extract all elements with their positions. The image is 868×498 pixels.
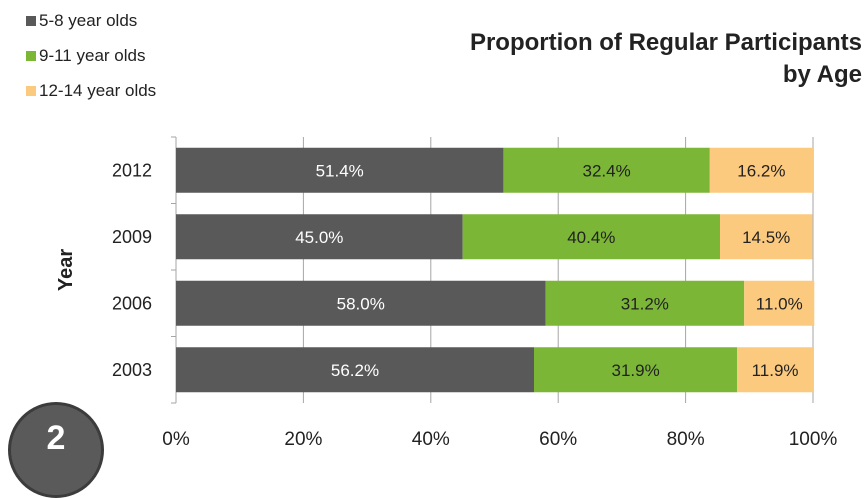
bar-segment <box>176 214 463 260</box>
legend-swatch-12-14 <box>26 86 36 96</box>
bar-segment <box>176 347 534 393</box>
bar-segment <box>744 280 815 326</box>
data-label: 11.0% <box>756 294 803 313</box>
x-tick-label: 0% <box>162 429 190 450</box>
chart-title-line-2: by Age <box>782 61 862 88</box>
data-label: 51.4% <box>316 161 364 180</box>
bar-segment <box>176 280 546 326</box>
data-label: 45.0% <box>295 228 343 247</box>
legend-item-5-8: 5-8 year olds <box>26 11 156 30</box>
badge-number: 2 <box>46 419 66 457</box>
number-badge: 2 <box>8 402 104 498</box>
category-label: 2012 <box>112 160 152 180</box>
stacked-bar-chart: 51.4% 32.4% 16.2% 2012 45.0% 40.4% 14.5% 2009 58… <box>55 136 838 450</box>
bar-segment <box>176 147 504 193</box>
data-label: 58.0% <box>337 294 385 313</box>
data-label: 31.2% <box>621 294 669 313</box>
legend: 5-8 year olds 9-11 year olds 12-14 year … <box>26 11 157 117</box>
category-label: 2006 <box>112 293 152 313</box>
legend-item-12-14: 12-14 year olds <box>26 81 157 100</box>
bar-segment <box>545 280 745 326</box>
chart-title: Proportion of Regular Participants by Ag… <box>470 27 862 91</box>
legend-label-5-8: 5-8 year olds <box>39 11 138 30</box>
bar-segment <box>533 347 738 393</box>
data-label: 31.9% <box>611 361 659 380</box>
bar-segment <box>462 214 720 260</box>
chart-title-line-1: Proportion of Regular Participants <box>469 29 862 56</box>
legend-swatch-5-8 <box>26 16 36 26</box>
bar-segment <box>503 147 710 193</box>
category-label: 2003 <box>112 360 152 380</box>
legend-label-9-11: 9-11 year olds <box>39 46 146 65</box>
category-label: 2009 <box>112 227 152 247</box>
x-tick-label: 60% <box>539 429 577 450</box>
x-tick-label: 100% <box>789 429 838 450</box>
bar-segment <box>709 147 813 193</box>
data-label: 16.2% <box>737 161 785 180</box>
bar-segment <box>719 214 813 260</box>
legend-label-12-14: 12-14 year olds <box>39 81 157 100</box>
x-tick-label: 80% <box>667 429 705 450</box>
data-label: 11.9% <box>752 361 799 380</box>
legend-swatch-9-11 <box>26 51 36 61</box>
bar-segment <box>737 347 813 393</box>
x-tick-label: 20% <box>284 429 322 450</box>
data-label: 40.4% <box>567 228 615 247</box>
legend-item-9-11: 9-11 year olds <box>26 46 156 65</box>
data-label: 14.5% <box>742 228 790 247</box>
data-label: 56.2% <box>331 361 379 380</box>
y-axis-title: Year <box>55 249 77 291</box>
data-label: 32.4% <box>583 161 631 180</box>
x-tick-label: 40% <box>412 429 450 450</box>
